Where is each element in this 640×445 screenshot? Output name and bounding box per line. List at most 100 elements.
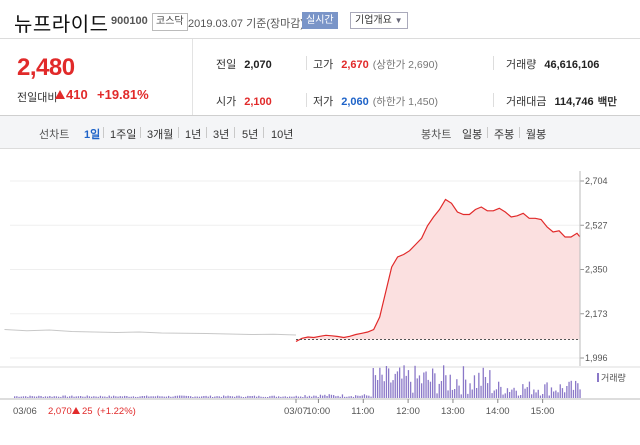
volume-bar — [157, 395, 159, 398]
x-tick-label: 10:00 — [306, 406, 330, 417]
up-triangle-icon — [72, 407, 80, 414]
volume-bar — [51, 396, 53, 398]
volume-bar — [97, 396, 99, 398]
volume-bar — [498, 381, 500, 398]
volume-bar — [130, 396, 132, 398]
volume-bar — [377, 380, 379, 398]
stock-code: 900100 — [111, 15, 148, 27]
volume-bar — [462, 366, 465, 398]
volume-bar — [40, 396, 42, 398]
candle-chart-label: 봉차트 — [421, 129, 452, 141]
volume-bar — [495, 389, 498, 398]
volume-bar — [458, 385, 460, 398]
volume-bar — [20, 396, 22, 398]
volume-bar — [418, 375, 421, 398]
tab-1year[interactable]: 1년 — [185, 129, 202, 141]
volume-bar — [280, 396, 282, 398]
tab-daily-candle[interactable]: 일봉 — [462, 129, 483, 141]
volume-bar — [159, 396, 161, 398]
volume-bar — [223, 395, 225, 398]
volume-bar — [359, 395, 361, 398]
volume-bar — [132, 396, 135, 398]
volume-legend-label: 거래량 — [601, 372, 626, 383]
volume-bar — [238, 395, 240, 398]
volume-bar — [374, 375, 377, 398]
volume-bar — [317, 397, 319, 398]
tab-1week[interactable]: 1주일 — [110, 129, 137, 141]
stock-header: 뉴프라이드 900100 코스닥 2019.03.07 기준(장마감) 실시간 … — [0, 0, 640, 39]
tab-5year[interactable]: 5년 — [242, 129, 259, 141]
volume-bar — [570, 380, 572, 398]
volume-bar — [64, 395, 66, 398]
volume-bar — [214, 396, 216, 398]
realtime-button[interactable]: 실시간 — [302, 12, 338, 29]
volume-bar — [531, 394, 533, 398]
volume-bar — [322, 395, 324, 398]
y-tick-label: 2,350 — [585, 265, 608, 275]
volume-bar — [260, 396, 262, 398]
volume-bar — [247, 395, 249, 398]
volume-bar — [273, 395, 275, 398]
tab-3year[interactable]: 3년 — [213, 129, 230, 141]
volume-bar — [478, 372, 480, 398]
x-tick-label: 11:00 — [351, 406, 374, 417]
volume-bar — [278, 396, 280, 398]
market-badge: 코스닥 — [152, 13, 188, 31]
volume-bar — [330, 394, 333, 398]
volume-bar — [168, 395, 170, 398]
prev-close-cell: 전일 2,070 — [216, 56, 272, 72]
volume-bar — [14, 396, 16, 398]
tab-3month[interactable]: 3개월 — [147, 129, 174, 141]
volume-bar — [489, 370, 491, 398]
volume-bar — [99, 395, 102, 398]
chart-period-tabs: 선차트 1일 1주일 3개월 1년 3년 5년 10년 봉차트 일봉 주봉 월봉 — [0, 116, 640, 149]
volume-bar — [124, 395, 126, 398]
divider — [306, 56, 307, 70]
volume-bar — [509, 392, 511, 398]
prev-day-line — [4, 329, 297, 336]
volume-bar — [60, 396, 62, 398]
volume-bar — [438, 383, 440, 398]
volume-bar — [561, 388, 564, 398]
volume-bar — [456, 379, 458, 398]
volume-bar — [271, 395, 273, 398]
volume-bar — [528, 381, 531, 398]
volume-bar — [25, 396, 27, 398]
volume-bar — [337, 395, 339, 398]
volume-bar — [368, 395, 370, 398]
volume-bar — [286, 396, 289, 398]
upper-limit: (상한가 2,690) — [372, 59, 438, 71]
volume-bar — [502, 394, 504, 398]
volume-bar — [110, 396, 113, 398]
volume-bar — [572, 389, 575, 398]
volume-bar — [388, 368, 390, 398]
open-label: 시가 — [216, 96, 237, 108]
volume-bar — [249, 396, 251, 398]
volume-bar — [407, 370, 410, 398]
volume-bar — [227, 395, 229, 398]
volume-bar — [346, 396, 348, 398]
tab-monthly-candle[interactable]: 월봉 — [526, 129, 547, 141]
tab-10year[interactable]: 10년 — [271, 129, 294, 141]
company-overview-dropdown[interactable]: 기업개요 ▼ — [350, 12, 408, 29]
volume-legend-swatch — [597, 373, 599, 382]
volume-bar — [427, 379, 429, 398]
volume-bar — [537, 389, 539, 398]
volume-bar — [550, 387, 553, 398]
x-tick-label: 03/07 — [284, 406, 308, 417]
volume-bar — [27, 396, 29, 398]
tab-1day[interactable]: 1일 — [84, 129, 101, 141]
volume-bar — [172, 396, 174, 398]
price-summary: 2,480 전일대비 410 +19.81% 전일 2,070 고가 2,670 (상… — [0, 39, 640, 116]
volume-bar — [91, 396, 93, 398]
high-cell: 고가 2,670 (상한가 2,690) — [313, 56, 438, 72]
tab-weekly-candle[interactable]: 주봉 — [494, 129, 515, 141]
volume-bar — [284, 396, 286, 398]
volume-bar — [454, 389, 456, 398]
volume-bar — [253, 395, 256, 398]
volume-bar — [113, 395, 115, 398]
low-label: 저가 — [313, 96, 334, 108]
prev-date-label: 03/06 — [13, 406, 37, 417]
volume-bar — [86, 395, 88, 398]
